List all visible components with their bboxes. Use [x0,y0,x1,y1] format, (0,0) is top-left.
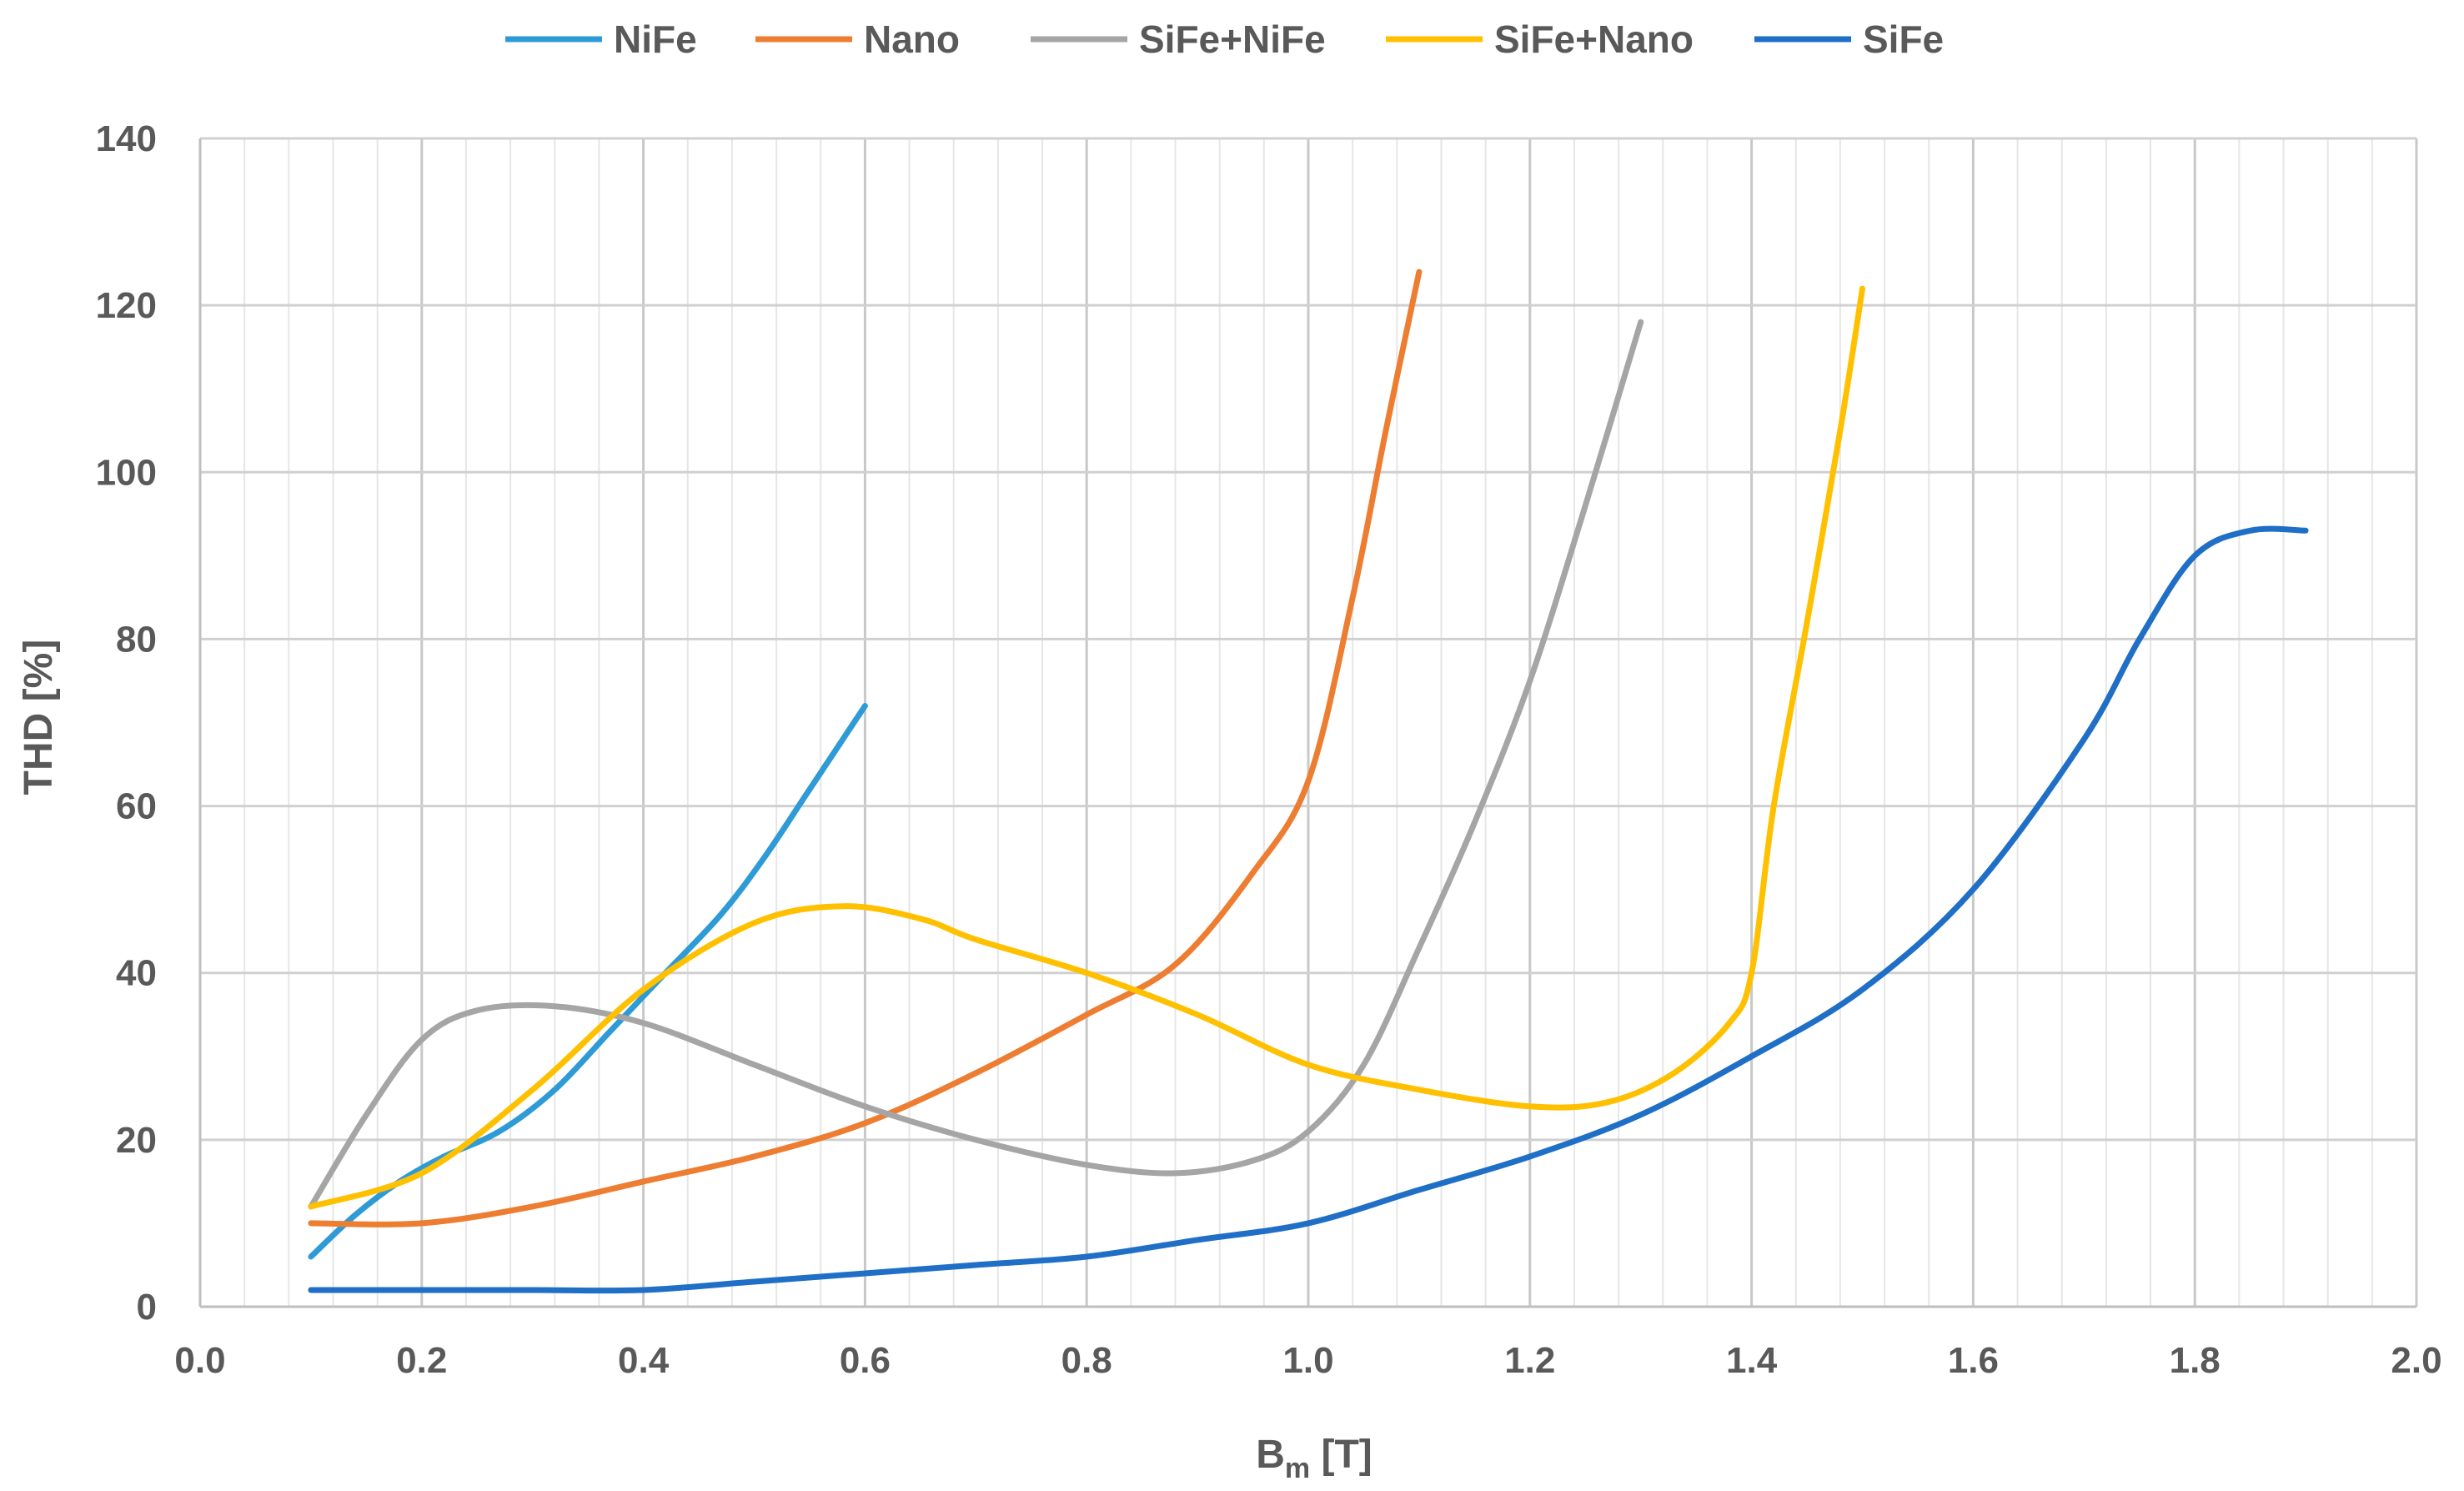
major-grid [198,137,2418,1308]
y-tick-label: 0 [137,1287,157,1328]
series-lines [308,269,2309,1294]
x-tick-label: 0.2 [396,1340,447,1381]
x-tick-label: 2.0 [2391,1340,2441,1381]
x-axis-title-unit: [T] [1310,1433,1373,1477]
series-line-sife-nife [308,319,1644,1210]
legend-label-sife-nano: SiFe+Nano [1494,18,1694,61]
legend-item-sife-nife: SiFe+NiFe [1031,18,1326,61]
y-tick-label: 60 [116,786,157,827]
x-tick-label: 0.8 [1061,1340,1112,1381]
x-tick-label: 1.2 [1504,1340,1555,1381]
x-tick-labels: 0.0 0.2 0.4 0.6 0.8 1.0 1.2 1.4 1.6 1.8 2.0 [174,1340,2441,1381]
y-tick-label: 80 [116,619,157,660]
x-tick-label: 1.8 [2170,1340,2221,1381]
y-tick-label: 40 [116,953,157,994]
x-tick-label: 1.4 [1726,1340,1778,1381]
series-line-sife [308,525,2309,1294]
x-tick-label: 0.0 [174,1340,225,1381]
legend-label-nife: NiFe [614,18,697,61]
x-axis-title-main: B [1256,1433,1285,1477]
legend-item-nife: NiFe [505,18,697,61]
y-tick-label: 20 [116,1120,157,1161]
y-tick-label: 100 [96,452,157,493]
y-tick-label: 120 [96,285,157,326]
axes [198,138,2416,1308]
y-tick-labels: 0 20 40 60 80 100 120 140 [96,118,157,1328]
x-tick-label: 0.4 [618,1340,670,1381]
x-axis-title-subscript: m [1285,1453,1310,1484]
legend: NiFe Nano SiFe+NiFe SiFe+Nano SiFe [505,18,1944,61]
series-line-nano [308,269,1423,1227]
x-tick-label: 1.6 [1948,1340,1999,1381]
x-axis-title: Bm [T] [1256,1433,1373,1484]
x-tick-label: 1.0 [1282,1340,1333,1381]
y-axis-title: THD [%] [17,640,61,796]
series-line-sife-nano [308,285,1865,1210]
legend-label-nano: Nano [864,18,960,61]
legend-item-nano: Nano [755,18,960,61]
series-line-nife [308,703,868,1260]
legend-label-sife-nife: SiFe+NiFe [1139,18,1326,61]
y-tick-label: 140 [96,118,157,159]
legend-label-sife: SiFe [1863,18,1944,61]
legend-item-sife-nano: SiFe+Nano [1386,18,1694,61]
legend-item-sife: SiFe [1754,18,1944,61]
x-tick-label: 0.6 [840,1340,891,1381]
